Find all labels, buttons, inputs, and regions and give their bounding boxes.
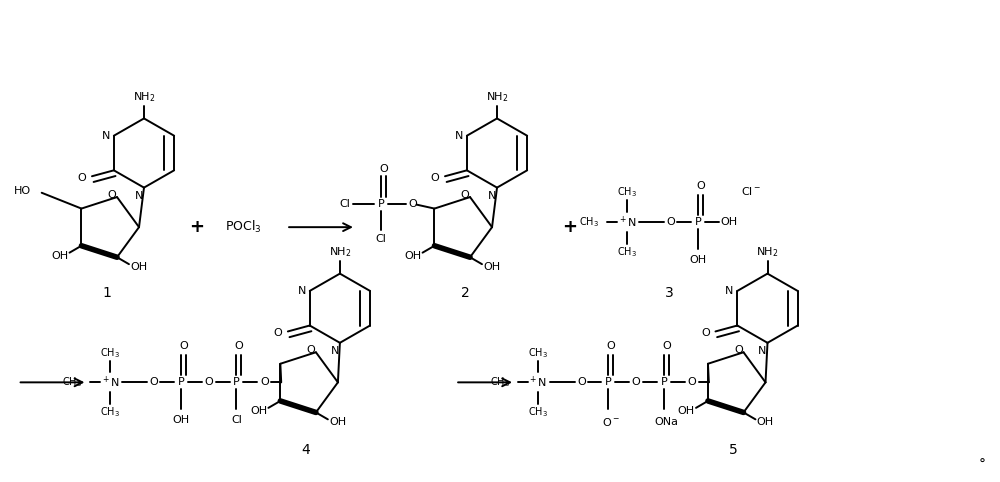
Text: Cl: Cl <box>231 415 242 425</box>
Text: N: N <box>725 286 734 296</box>
Text: CH$_3$: CH$_3$ <box>617 186 637 200</box>
Text: O: O <box>734 345 743 355</box>
Text: O: O <box>274 328 282 338</box>
Text: P: P <box>661 377 667 388</box>
Text: O: O <box>688 377 696 388</box>
Text: N: N <box>298 286 306 296</box>
Text: ONa: ONa <box>654 417 678 427</box>
Text: CH$_3$: CH$_3$ <box>617 245 637 259</box>
Text: N: N <box>135 190 143 201</box>
Text: Cl$^-$: Cl$^-$ <box>741 185 761 197</box>
Text: OH: OH <box>720 217 737 227</box>
Text: N: N <box>455 131 463 141</box>
Text: OH: OH <box>130 262 147 272</box>
Text: O: O <box>408 199 417 209</box>
Text: CH$_3$: CH$_3$ <box>100 405 120 419</box>
Text: CH$_3$: CH$_3$ <box>579 215 599 229</box>
Text: OH: OH <box>483 262 500 272</box>
Text: OH: OH <box>757 417 774 428</box>
Text: O: O <box>662 341 671 351</box>
Text: O: O <box>607 341 615 351</box>
Text: NH$_2$: NH$_2$ <box>486 90 508 104</box>
Text: O: O <box>701 328 710 338</box>
Text: $^+$N: $^+$N <box>618 214 637 230</box>
Text: OH: OH <box>250 406 267 416</box>
Text: O: O <box>632 377 641 388</box>
Text: CH$_3$: CH$_3$ <box>100 346 120 360</box>
Text: 2: 2 <box>461 286 470 300</box>
Text: O: O <box>696 181 705 191</box>
Text: CH$_3$: CH$_3$ <box>490 375 510 389</box>
Text: O: O <box>78 173 86 183</box>
Text: O: O <box>204 377 213 388</box>
Text: CH$_3$: CH$_3$ <box>528 405 548 419</box>
Text: POCl$_3$: POCl$_3$ <box>225 219 262 235</box>
Text: HO: HO <box>14 186 31 196</box>
Text: O: O <box>260 377 269 388</box>
Text: °: ° <box>979 457 986 471</box>
Text: NH$_2$: NH$_2$ <box>756 245 779 259</box>
Text: OH: OH <box>172 415 189 425</box>
Text: O: O <box>577 377 586 388</box>
Text: CH$_3$: CH$_3$ <box>528 346 548 360</box>
Text: OH: OH <box>404 251 421 261</box>
Text: N: N <box>488 190 496 201</box>
Text: Cl: Cl <box>375 234 386 244</box>
Text: Cl: Cl <box>340 199 350 209</box>
Text: P: P <box>233 377 240 388</box>
Text: NH$_2$: NH$_2$ <box>329 245 351 259</box>
Text: OH: OH <box>329 417 346 428</box>
Text: O: O <box>179 341 188 351</box>
Text: O: O <box>461 190 469 200</box>
Text: O: O <box>108 190 116 200</box>
Text: OH: OH <box>51 251 68 261</box>
Text: O: O <box>431 173 439 183</box>
Text: O$^-$: O$^-$ <box>602 416 620 428</box>
Text: N: N <box>102 131 110 141</box>
Text: OH: OH <box>689 255 706 265</box>
Text: P: P <box>605 377 612 388</box>
Text: +: + <box>189 218 204 236</box>
Text: O: O <box>307 345 315 355</box>
Text: +: + <box>562 218 577 236</box>
Text: CH$_3$: CH$_3$ <box>62 375 82 389</box>
Text: 5: 5 <box>729 442 738 456</box>
Text: OH: OH <box>678 406 695 416</box>
Text: N: N <box>758 346 767 356</box>
Text: O: O <box>235 341 243 351</box>
Text: 3: 3 <box>665 286 673 300</box>
Text: 1: 1 <box>103 286 112 300</box>
Text: $^+$N: $^+$N <box>528 375 547 390</box>
Text: $^+$N: $^+$N <box>101 375 120 390</box>
Text: P: P <box>377 199 384 209</box>
Text: P: P <box>177 377 184 388</box>
Text: O: O <box>667 217 675 227</box>
Text: N: N <box>331 346 339 356</box>
Text: O: O <box>379 164 388 174</box>
Text: NH$_2$: NH$_2$ <box>133 90 155 104</box>
Text: O: O <box>150 377 158 388</box>
Text: 4: 4 <box>302 442 310 456</box>
Text: P: P <box>695 217 701 227</box>
